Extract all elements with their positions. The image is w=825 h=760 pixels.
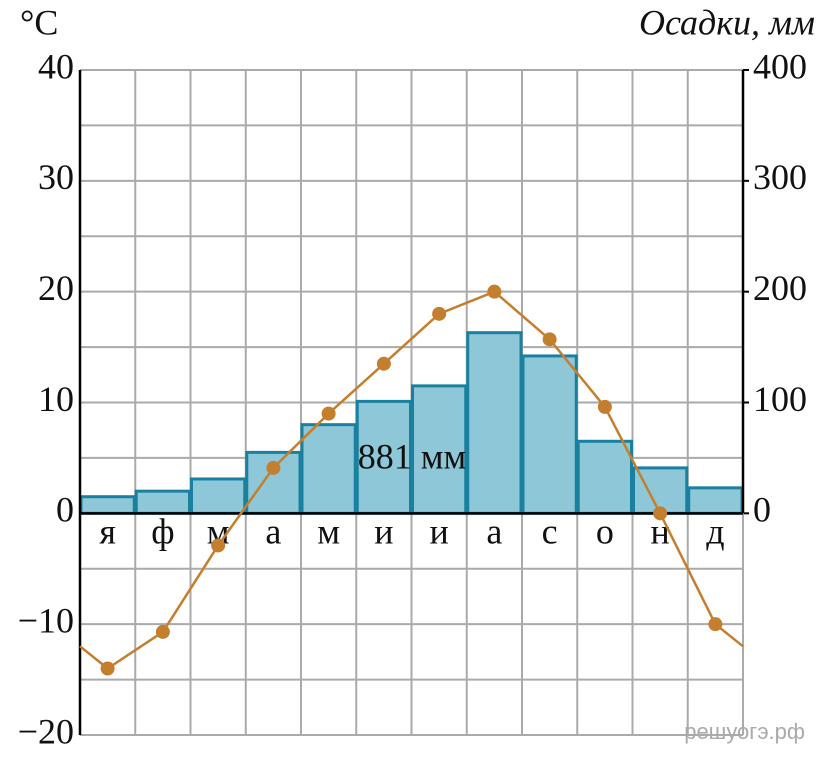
x-tick-label: и xyxy=(429,512,448,552)
y2-tick-label: 300 xyxy=(753,157,807,197)
y2-tick-label: 400 xyxy=(753,46,807,86)
x-tick-label: и xyxy=(374,512,393,552)
y2-tick-label: 0 xyxy=(753,490,771,530)
y-tick-label: 30 xyxy=(38,157,74,197)
bar xyxy=(687,486,744,515)
point xyxy=(597,399,612,414)
y2-tick-label: 200 xyxy=(753,268,807,308)
point xyxy=(266,460,281,475)
point xyxy=(376,356,391,371)
bar xyxy=(576,439,633,515)
bar xyxy=(355,399,412,515)
annotation: 881 мм xyxy=(358,436,467,476)
x-tick-label: д xyxy=(706,512,724,552)
x-tick-label: о xyxy=(596,512,614,552)
watermark: решуогэ.рф xyxy=(684,719,805,744)
line xyxy=(106,290,717,670)
x-tick-label: с xyxy=(542,512,558,552)
point xyxy=(155,624,170,639)
point xyxy=(653,506,668,521)
point xyxy=(432,306,447,321)
bar xyxy=(190,477,247,515)
x-tick-label: м xyxy=(317,512,340,552)
y-tick-label: 20 xyxy=(38,268,74,308)
bar xyxy=(632,466,689,515)
x-tick-label: а xyxy=(265,512,281,552)
y-tick-label: 10 xyxy=(38,379,74,419)
y-tick-label: −20 xyxy=(18,711,74,751)
x-tick-label: ф xyxy=(151,512,174,552)
point xyxy=(542,332,557,347)
y2-axis-title: Осадки, мм xyxy=(639,2,815,42)
point xyxy=(708,617,723,632)
y2-tick-label: 100 xyxy=(753,379,807,419)
bar xyxy=(466,331,523,515)
bar xyxy=(521,354,578,515)
y-tick-label: 0 xyxy=(56,490,74,530)
x-tick-label: я xyxy=(99,512,116,552)
point xyxy=(100,661,115,676)
point xyxy=(211,538,226,553)
bar xyxy=(134,489,191,515)
point xyxy=(487,284,502,299)
y-axis-title: °C xyxy=(20,2,58,42)
point xyxy=(321,406,336,421)
y-tick-label: −10 xyxy=(18,600,74,640)
y-tick-label: 40 xyxy=(38,46,74,86)
x-tick-label: а xyxy=(486,512,502,552)
bar xyxy=(300,423,357,515)
